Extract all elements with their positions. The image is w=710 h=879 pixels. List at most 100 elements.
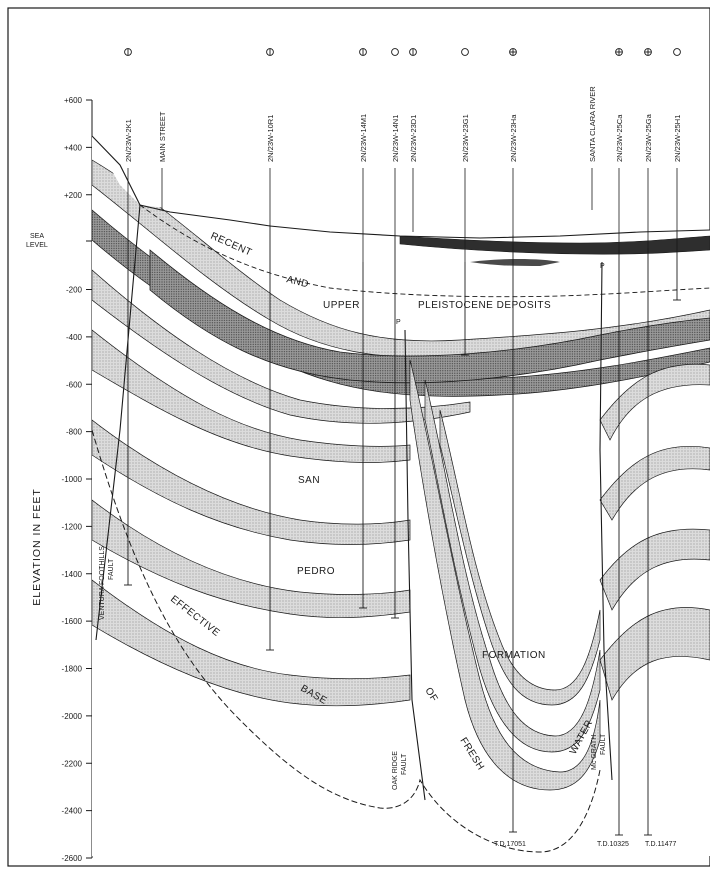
well-symbol-circle — [673, 48, 681, 56]
anticline-sand-3 — [599, 528, 710, 611]
p-mark-mcgrath: P — [600, 263, 605, 270]
well-6: 2N/23W-23G1 — [461, 48, 470, 356]
tick-7: -1000 — [62, 475, 92, 484]
figure-border — [7, 7, 710, 867]
well-10: 2N/23W-25Ga — [644, 48, 653, 836]
well-9: 2N/23W-25Ca — [615, 48, 624, 836]
oak-ridge-label-1: OAK RIDGE — [392, 751, 399, 790]
tick-label: -1600 — [62, 617, 83, 626]
well-2: 2N/23W-10R1 — [266, 48, 275, 651]
ventura-fault-label-1: VENTURA FOOTHILLS — [99, 546, 106, 620]
recent-lens — [399, 235, 710, 255]
tick-label: -2200 — [62, 759, 83, 768]
effective-base-line — [91, 429, 601, 853]
tick-label: -2000 — [62, 712, 83, 721]
formation-label: FORMATION — [482, 650, 546, 661]
anticline-sand-4 — [599, 607, 710, 701]
syncline-sand-outer — [409, 359, 601, 791]
td-11477: T.D.11477 — [645, 841, 676, 848]
tick-5: -600 — [66, 380, 92, 389]
recent-base-line — [139, 204, 710, 298]
well-0: 2N/23W-2K1 — [124, 48, 133, 586]
strata — [91, 135, 710, 856]
mcgrath-label-1: Mc GRATH — [591, 735, 598, 770]
well-label: 2N/23W-25Ga — [644, 113, 653, 162]
well-label: 2N/23W-25H1 — [673, 115, 682, 162]
tick-label: -2600 — [62, 854, 83, 863]
tick-3: -200 — [66, 286, 92, 295]
well-3: 2N/23W-14M1 — [359, 48, 368, 609]
sea-label: SEA — [30, 233, 44, 240]
well-symbol-circle-bar — [409, 48, 417, 56]
elevation-axis: +600 +400 +200 -200 -400 -600 -800 -1000 -1200 -1… — [26, 96, 93, 863]
tick-label: -1400 — [62, 570, 83, 579]
tick-label: -400 — [66, 333, 83, 342]
tick-label: +400 — [64, 143, 83, 152]
well-symbol-circle — [391, 48, 399, 56]
sand-layer-6 — [92, 579, 411, 707]
tick-0: +600 — [64, 96, 92, 105]
upper-label: UPPER — [323, 300, 360, 311]
ground-surface — [91, 135, 710, 239]
tick-1: +400 — [64, 143, 92, 152]
tick-9: -1400 — [62, 570, 92, 579]
well-symbol-circle-bar — [124, 48, 132, 56]
well-label: 2N/23W-23D1 — [409, 115, 418, 162]
tick-10: -1600 — [62, 617, 92, 626]
tick-4: -400 — [66, 333, 92, 342]
syncline-sand-inner — [439, 409, 601, 706]
mcgrath-label-2: FAULT — [600, 733, 607, 755]
well-label: 2N/23W-23Ha — [509, 114, 518, 162]
san-label: SAN — [298, 475, 320, 486]
tick-label: -1200 — [62, 522, 83, 531]
elevation-ticks: +600 +400 +200 -200 -400 -600 -800 -1000 -1200 -1… — [62, 96, 92, 863]
well-7: 2N/23W-23Ha — [509, 48, 518, 833]
tick-2: +200 — [64, 191, 92, 200]
well-symbol-circle-bar — [359, 48, 367, 56]
tick-8: -1200 — [62, 522, 92, 531]
well-label: 2N/23W-14N1 — [391, 115, 400, 162]
sand-layer-3 — [92, 329, 411, 463]
well-4: 2N/23W-14N1 — [391, 48, 400, 619]
pedro-label: PEDRO — [297, 566, 335, 577]
tick-label: -2400 — [62, 807, 83, 816]
pleistocene-label: PLEISTOCENE DEPOSITS — [418, 300, 551, 311]
anticline-sand-1 — [599, 363, 710, 441]
p-mark-oak: P — [396, 319, 401, 326]
san-pedro-dark-band — [149, 249, 710, 384]
sand-layer-4 — [92, 419, 411, 545]
ventura-fault-label-2: FAULT — [108, 558, 115, 580]
axis-title: ELEVATION IN FEET — [31, 488, 43, 606]
tick-label: -1800 — [62, 665, 83, 674]
tick-label: +200 — [64, 191, 83, 200]
td-10325: T.D.10325 — [597, 841, 629, 848]
sea-level-marker: SEA LEVEL — [26, 233, 92, 249]
oak-ridge-label-2: FAULT — [401, 753, 408, 775]
mcgrath-fault-line — [599, 261, 613, 781]
oak-ridge-fault-line — [404, 329, 426, 801]
tick-label: -1000 — [62, 475, 83, 484]
recent-lens-small — [470, 259, 560, 266]
well-11: 2N/23W-25H1 — [673, 48, 682, 301]
fault-labels: VENTURA FOOTHILLS FAULT OAK RIDGE FAULT … — [99, 546, 607, 790]
well-label: 2N/23W-14M1 — [359, 114, 368, 162]
anticline-sand-2 — [599, 445, 710, 521]
well-label: 2N/23W-2K1 — [124, 119, 133, 162]
tick-label: -200 — [66, 286, 83, 295]
ventura-foothills-fault-line — [95, 204, 141, 641]
tick-13: -2200 — [62, 759, 92, 768]
and-label: AND — [285, 274, 310, 290]
td-17051: T.D.17051 — [494, 841, 526, 848]
tick-label: +600 — [64, 96, 83, 105]
well-label: MAIN STREET — [158, 111, 167, 162]
well-symbol-circle-plus — [644, 48, 652, 56]
total-depth-labels: T.D.17051 T.D.10325 T.D.11477 — [494, 841, 676, 848]
tick-12: -2000 — [62, 712, 92, 721]
tick-14: -2400 — [62, 807, 92, 816]
well-symbol-circle — [461, 48, 469, 56]
syncline-sand-mid — [424, 379, 601, 753]
well-symbol-circle-plus — [615, 48, 623, 56]
well-columns: 2N/23W-2K1 MAIN STREET 2N/23W-10R1 2N/23W-1… — [124, 48, 682, 836]
